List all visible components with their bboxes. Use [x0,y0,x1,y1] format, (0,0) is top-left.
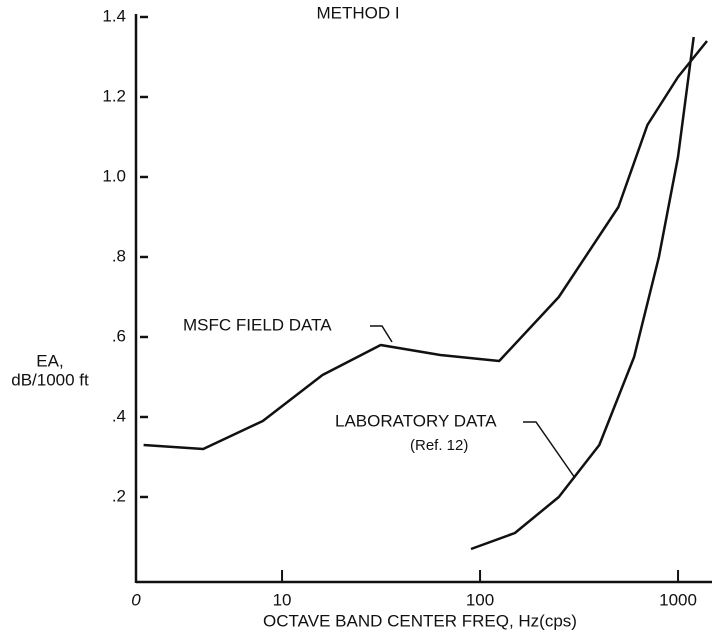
x-tick-label: 10 [273,590,292,609]
series-label: LABORATORY DATA [335,411,497,430]
y-tick-label: 1.0 [102,166,126,185]
y-tick-label: 1.4 [102,6,126,25]
data-line [470,36,695,551]
chart-title: METHOD I [316,3,399,22]
y-tick-label: .4 [112,406,126,425]
leader-line [523,421,576,479]
series-label: MSFC FIELD DATA [183,315,332,334]
x-tick-label: 0 [131,590,141,609]
y-axis-label: dB/1000 ft [11,370,89,389]
y-tick-label: .8 [112,246,126,265]
y-tick-label: .6 [112,326,126,345]
y-axis-label: EA, [36,351,63,370]
x-tick-label: 100 [466,590,494,609]
y-tick-label: .2 [112,486,126,505]
x-axis-label: OCTAVE BAND CENTER FREQ, Hz(cps) [263,611,577,630]
y-tick-label: 1.2 [102,86,126,105]
annotation: (Ref. 12) [410,437,468,454]
leader-line [370,325,393,343]
x-tick-label: 1000 [659,590,697,609]
data-line [143,40,708,451]
